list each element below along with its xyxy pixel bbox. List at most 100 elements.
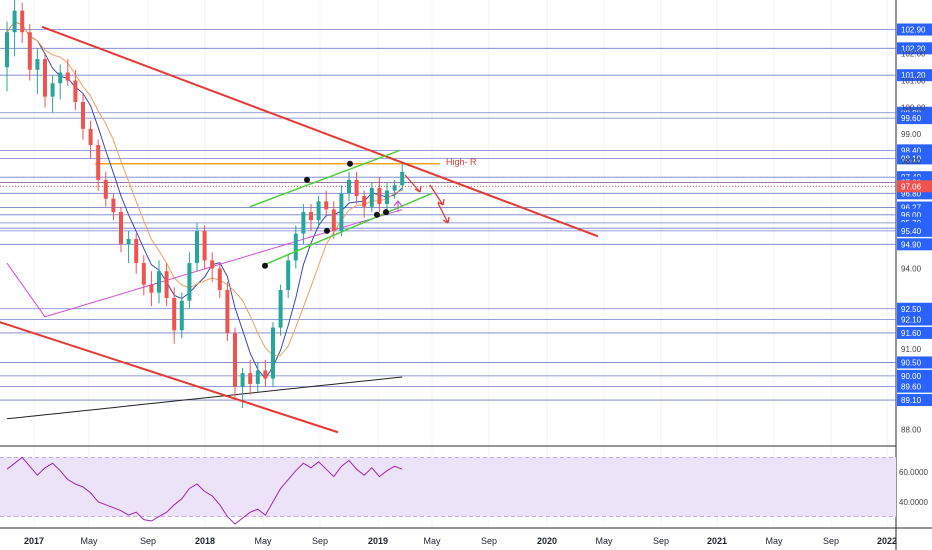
candle-body	[96, 144, 101, 180]
price-tick-label: 99.00	[901, 130, 922, 139]
candle-body	[88, 128, 93, 145]
level-label-bg	[897, 152, 932, 165]
candle-body	[347, 179, 351, 194]
time-tick-label: 2019	[368, 536, 388, 546]
arrow-head	[419, 185, 422, 193]
time-tick-label: Sep	[653, 536, 669, 546]
level-label: 102.20	[901, 44, 926, 53]
lower-channel-line	[0, 321, 339, 434]
candle-body	[278, 289, 283, 328]
candle-body	[195, 230, 199, 264]
arrow-head	[437, 201, 444, 206]
ma-very-long-line	[6, 376, 403, 420]
candle-body	[377, 187, 382, 205]
level-label-bg	[897, 224, 932, 237]
price-tick-label: 91.00	[901, 345, 922, 354]
candle-body	[248, 373, 253, 384]
candle-body	[339, 193, 344, 231]
price-tick-label: 102.00	[901, 50, 926, 59]
level-label: 96.80	[901, 189, 922, 198]
high-r-label: High- R	[446, 157, 477, 167]
level-label: 99.60	[901, 114, 922, 123]
candle-body	[385, 190, 389, 205]
time-tick-label: Sep	[481, 536, 497, 546]
candle-body	[141, 263, 146, 285]
candle-body	[263, 370, 268, 379]
candle-body	[20, 10, 25, 33]
level-label: 94.90	[901, 240, 922, 249]
time-tick-label: Sep	[312, 536, 328, 546]
candle-body	[65, 72, 70, 81]
last-price-label: 97.06	[901, 182, 922, 191]
level-label: 95.40	[901, 227, 922, 236]
rsi-tick-label: 40.0000	[899, 498, 928, 507]
level-label-bg	[897, 23, 932, 36]
time-tick-label: 2022	[877, 536, 897, 546]
last-price-bg	[897, 180, 932, 193]
level-label: 98.40	[901, 146, 922, 155]
candle-body	[316, 201, 321, 221]
level-label: 90.00	[901, 372, 922, 381]
green-channel-upper	[249, 149, 401, 208]
candle-body	[172, 298, 177, 331]
candle-body	[233, 332, 237, 387]
level-label: 89.60	[901, 383, 922, 392]
price-tick-label: 98.00	[901, 157, 922, 166]
level-label: 91.60	[901, 329, 922, 338]
candle-body	[240, 373, 245, 387]
level-label-bg	[897, 369, 932, 382]
candle-body	[73, 80, 78, 103]
up-arrow-icon	[393, 200, 403, 212]
candle-body	[35, 59, 40, 70]
arrow-head	[447, 216, 450, 224]
price-tick-label: 94.00	[901, 264, 922, 273]
candle-body	[111, 198, 116, 213]
rsi-band	[0, 457, 896, 517]
level-label: 98.10	[901, 154, 922, 163]
level-label-bg	[897, 112, 932, 125]
candle-body	[134, 238, 139, 264]
rsi-line	[6, 456, 403, 525]
candle-body	[103, 179, 108, 199]
ma-long-line	[6, 209, 403, 318]
candle-body	[50, 83, 55, 97]
price-tick-label: 100.00	[901, 103, 926, 112]
time-tick-label: May	[80, 536, 98, 546]
candle-body	[12, 10, 17, 33]
level-label: 96.00	[901, 211, 922, 220]
time-tick-label: May	[595, 536, 613, 546]
level-label-bg	[897, 238, 932, 251]
candle-body	[202, 230, 207, 261]
time-tick-label: Sep	[823, 536, 839, 546]
candle-body	[362, 195, 367, 207]
candle-body	[217, 268, 222, 290]
ma-mid-line	[6, 20, 403, 356]
candle-body	[149, 284, 154, 293]
arrow-head	[442, 219, 449, 224]
level-label: 92.50	[901, 305, 922, 314]
swing-point	[383, 209, 389, 216]
down-arrow-icon	[437, 202, 449, 224]
arrow-head	[442, 198, 445, 206]
candle-body	[157, 271, 161, 293]
candle-body	[58, 72, 63, 84]
candle-body	[5, 32, 9, 68]
candle-body	[309, 212, 313, 221]
level-label-bg	[897, 69, 932, 82]
candle-body	[210, 260, 215, 269]
level-label-bg	[897, 356, 932, 369]
candle-body	[187, 263, 192, 301]
level-label: 90.50	[901, 358, 922, 367]
candle-body	[286, 260, 291, 290]
rsi-pane	[0, 456, 896, 525]
candle-body	[164, 271, 169, 299]
candle-body	[392, 185, 397, 191]
time-tick-label: May	[423, 536, 441, 546]
level-label: 96.27	[901, 204, 922, 213]
candles	[5, 0, 405, 409]
level-label-bg	[897, 302, 932, 315]
candle-body	[255, 370, 260, 384]
candle-body	[126, 238, 131, 245]
level-label: 89.10	[901, 396, 922, 405]
price-tick-label: 101.00	[901, 77, 926, 86]
